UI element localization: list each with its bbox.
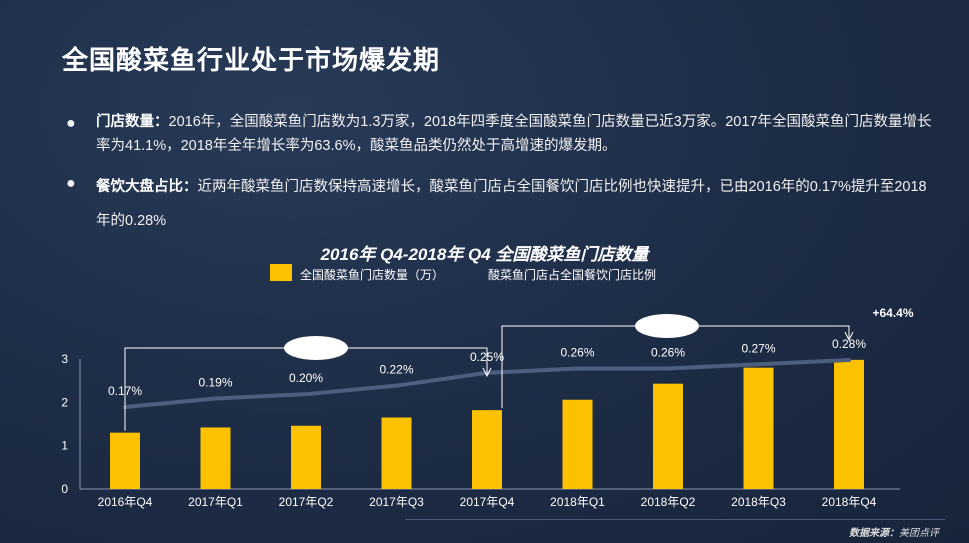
x-tick-label: 2018年Q1 — [550, 495, 605, 509]
legend-swatch-bar — [270, 264, 292, 281]
bullet-dot-icon: ● — [66, 115, 76, 132]
growth-bubble-2018 — [635, 314, 699, 338]
bullet-text: 近两年酸菜鱼门店数保持高速增长，酸菜鱼门店占全国餐饮门店比例也快速提升，已由20… — [96, 179, 927, 229]
ratio-data-label: 0.20% — [289, 371, 323, 385]
bar — [743, 367, 774, 489]
y-tick-label: 1 — [61, 439, 68, 453]
ratio-data-label: 0.26% — [651, 346, 685, 360]
ratio-data-label: 0.22% — [379, 363, 413, 377]
growth-bubble-2017 — [284, 336, 348, 360]
arrow-head-icon — [482, 367, 492, 378]
source-label: 数据来源： — [849, 528, 899, 539]
bar — [834, 359, 864, 489]
bar — [200, 427, 231, 489]
source-divider — [405, 519, 945, 520]
legend-label-line: 酸菜鱼门店占全国餐饮门店比例 — [488, 268, 657, 282]
source-name: 美团点评 — [899, 528, 939, 539]
x-tick-label: 2018年Q3 — [731, 495, 786, 509]
arrow-head-icon — [844, 331, 854, 342]
x-tick-label: 2016年Q4 — [98, 495, 153, 509]
bullet-dot-icon: ● — [66, 175, 76, 192]
bullet-lead: 门店数量： — [96, 114, 169, 130]
bullet-text: 2016年，全国酸菜鱼门店数为1.3万家，2018年四季度全国酸菜鱼门店数量已近… — [96, 114, 932, 154]
legend-label-bar: 全国酸菜鱼门店数量（万） — [300, 268, 445, 282]
page-title: 全国酸菜鱼行业处于市场爆发期 — [62, 45, 441, 75]
y-tick-label: 3 — [61, 352, 68, 366]
x-tick-label: 2017年Q4 — [460, 495, 515, 509]
bar — [110, 432, 140, 489]
ratio-data-label: 0.27% — [741, 341, 775, 355]
bullet-store-count: ● 门店数量：2016年，全国酸菜鱼门店数为1.3万家，2018年四季度全国酸菜… — [66, 110, 936, 158]
bar — [562, 399, 593, 489]
bullet-list: ● 门店数量：2016年，全国酸菜鱼门店数为1.3万家，2018年四季度全国酸菜… — [66, 110, 936, 238]
y-tick-label: 0 — [61, 482, 68, 496]
bullet-market-share: ● 餐饮大盘占比：近两年酸菜鱼门店数保持高速增长，酸菜鱼门店占全国餐饮门店比例也… — [66, 170, 936, 238]
x-tick-label: 2017年Q3 — [369, 495, 424, 509]
growth-bracket-2017 — [124, 347, 488, 431]
ratio-data-label: 0.28% — [832, 337, 866, 351]
bar — [381, 417, 412, 489]
growth-annotation: +64.4% — [872, 306, 913, 320]
x-tick-label: 2017年Q2 — [279, 495, 334, 509]
bullet-lead: 餐饮大盘占比： — [96, 179, 198, 195]
y-tick-label: 2 — [61, 395, 68, 409]
chart-title: 2016年 Q4-2018年 Q4 全国酸菜鱼门店数量 — [320, 245, 649, 264]
x-tick-label: 2018年Q4 — [822, 495, 877, 509]
x-tick-label: 2018年Q2 — [641, 495, 696, 509]
ratio-data-label: 0.19% — [198, 375, 232, 389]
data-source: 数据来源：美团点评 — [849, 524, 939, 539]
x-tick-label: 2017年Q1 — [188, 495, 243, 509]
ratio-data-label: 0.26% — [560, 346, 594, 360]
bar — [291, 425, 321, 489]
bar — [653, 383, 683, 489]
bar — [472, 410, 502, 489]
